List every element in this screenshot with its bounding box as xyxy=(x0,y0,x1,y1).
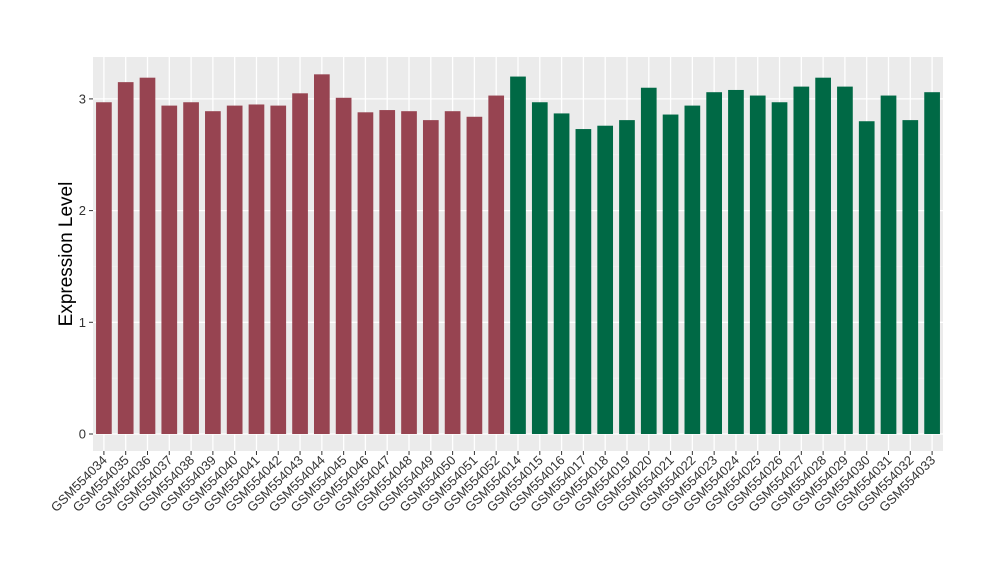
bar-GSM554037 xyxy=(161,105,178,434)
bar-GSM554036 xyxy=(139,77,156,435)
bar-GSM554040 xyxy=(226,105,243,434)
bar-GSM554021 xyxy=(662,114,679,434)
y-tick-label: 1 xyxy=(79,315,86,330)
y-tick-label: 3 xyxy=(79,91,86,106)
bar-GSM554043 xyxy=(292,93,308,434)
bar-GSM554039 xyxy=(205,111,221,434)
y-tick-label: 0 xyxy=(79,427,86,442)
bar-GSM554044 xyxy=(314,74,330,434)
bar-GSM554025 xyxy=(749,95,766,435)
bar-GSM554041 xyxy=(248,104,265,434)
bar-GSM554051 xyxy=(466,116,483,435)
bar-GSM554016 xyxy=(553,113,570,435)
x-axis: GSM554034GSM554035GSM554036GSM554037GSM5… xyxy=(48,451,938,515)
bar-GSM554023 xyxy=(706,92,722,434)
bar-GSM554038 xyxy=(183,102,199,434)
bar-GSM554035 xyxy=(117,82,134,434)
bar-GSM554052 xyxy=(488,95,505,435)
bar-GSM554048 xyxy=(401,111,417,434)
bar-GSM554047 xyxy=(379,110,396,434)
bar-GSM554032 xyxy=(902,120,919,435)
bar-GSM554015 xyxy=(531,102,548,434)
bar-GSM554050 xyxy=(444,111,461,434)
y-axis: 0 1 2 3 xyxy=(79,91,93,442)
bar-GSM554028 xyxy=(815,77,831,435)
bar-GSM554026 xyxy=(771,102,788,434)
bar-GSM554014 xyxy=(510,76,526,434)
bar-GSM554024 xyxy=(728,89,744,435)
bar-GSM554017 xyxy=(575,129,592,434)
y-tick-label: 2 xyxy=(79,203,86,218)
bars xyxy=(96,74,940,435)
bar-GSM554029 xyxy=(837,86,853,435)
bar-GSM554018 xyxy=(597,125,614,435)
bar-GSM554034 xyxy=(96,102,112,434)
bar-GSM554046 xyxy=(357,112,374,435)
bar-GSM554020 xyxy=(640,87,657,434)
bar-GSM554022 xyxy=(684,105,701,434)
bar-GSM554049 xyxy=(422,120,439,435)
bar-GSM554033 xyxy=(924,92,940,434)
bar-GSM554045 xyxy=(335,97,352,434)
bar-GSM554030 xyxy=(858,121,875,435)
bar-GSM554031 xyxy=(880,95,897,435)
bar-GSM554019 xyxy=(619,120,635,435)
y-axis-title: Expression Level xyxy=(56,182,77,327)
bar-GSM554042 xyxy=(270,105,287,434)
bar-GSM554027 xyxy=(793,86,810,435)
